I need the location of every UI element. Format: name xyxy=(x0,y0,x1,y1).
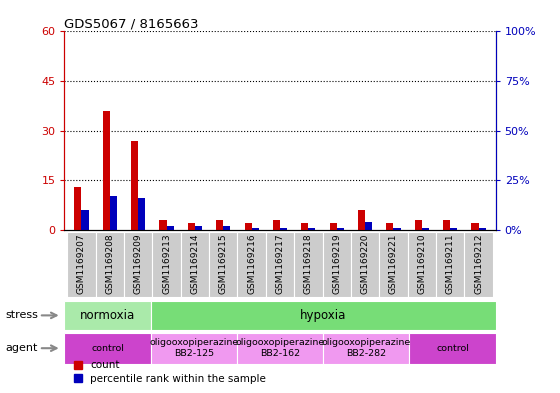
Text: GSM1169210: GSM1169210 xyxy=(417,234,426,294)
Bar xyxy=(301,223,309,230)
Bar xyxy=(408,232,436,297)
Bar xyxy=(351,232,379,297)
Bar xyxy=(394,228,400,230)
Bar xyxy=(74,187,81,230)
Bar xyxy=(110,196,117,230)
Text: GDS5067 / 8165663: GDS5067 / 8165663 xyxy=(64,18,199,31)
Bar xyxy=(422,228,429,230)
Text: oligooxopiperazine
BB2-162: oligooxopiperazine BB2-162 xyxy=(235,338,325,358)
Text: GSM1169221: GSM1169221 xyxy=(389,234,398,294)
Text: agent: agent xyxy=(6,343,38,353)
Bar xyxy=(166,226,174,230)
Bar xyxy=(131,141,138,230)
Bar xyxy=(436,232,464,297)
Bar xyxy=(152,232,181,297)
Text: GSM1169208: GSM1169208 xyxy=(105,234,114,294)
Text: oligooxopiperazine
BB2-282: oligooxopiperazine BB2-282 xyxy=(321,338,411,358)
Text: control: control xyxy=(91,344,124,353)
Bar xyxy=(472,223,479,230)
Text: GSM1169211: GSM1169211 xyxy=(446,234,455,294)
Text: normoxia: normoxia xyxy=(80,309,135,322)
Bar xyxy=(151,333,237,364)
Bar xyxy=(443,220,450,230)
Bar xyxy=(138,198,145,230)
Text: GSM1169216: GSM1169216 xyxy=(247,234,256,294)
Bar xyxy=(365,222,372,230)
Bar xyxy=(64,301,151,330)
Text: GSM1169214: GSM1169214 xyxy=(190,234,199,294)
Bar xyxy=(209,232,237,297)
Bar xyxy=(81,210,88,230)
Bar xyxy=(409,333,496,364)
Bar xyxy=(64,333,151,364)
Text: GSM1169220: GSM1169220 xyxy=(361,234,370,294)
Bar xyxy=(223,226,230,230)
Bar xyxy=(160,220,166,230)
Bar xyxy=(188,223,195,230)
Text: hypoxia: hypoxia xyxy=(300,309,346,322)
Bar xyxy=(96,232,124,297)
Bar xyxy=(450,228,458,230)
Bar xyxy=(358,210,365,230)
Text: GSM1169213: GSM1169213 xyxy=(162,234,171,294)
Bar xyxy=(330,223,337,230)
Bar xyxy=(323,333,409,364)
Text: oligooxopiperazine
BB2-125: oligooxopiperazine BB2-125 xyxy=(149,338,239,358)
Text: GSM1169219: GSM1169219 xyxy=(332,234,341,294)
Bar xyxy=(464,232,493,297)
Bar xyxy=(67,232,96,297)
Text: GSM1169212: GSM1169212 xyxy=(474,234,483,294)
Bar xyxy=(323,232,351,297)
Legend: count, percentile rank within the sample: count, percentile rank within the sample xyxy=(69,356,270,388)
Bar xyxy=(124,232,152,297)
Text: stress: stress xyxy=(6,310,39,320)
Bar xyxy=(237,333,323,364)
Bar xyxy=(379,232,408,297)
Bar xyxy=(237,232,266,297)
Bar xyxy=(415,220,422,230)
Bar xyxy=(195,226,202,230)
Bar xyxy=(216,220,223,230)
Text: GSM1169207: GSM1169207 xyxy=(77,234,86,294)
Text: GSM1169215: GSM1169215 xyxy=(219,234,228,294)
Bar xyxy=(266,232,294,297)
Bar xyxy=(337,228,344,230)
Bar xyxy=(151,301,496,330)
Text: GSM1169217: GSM1169217 xyxy=(276,234,284,294)
Text: GSM1169218: GSM1169218 xyxy=(304,234,313,294)
Bar xyxy=(251,228,259,230)
Bar xyxy=(280,228,287,230)
Bar xyxy=(181,232,209,297)
Text: control: control xyxy=(436,344,469,353)
Bar xyxy=(245,223,251,230)
Bar xyxy=(479,228,486,230)
Bar xyxy=(309,228,315,230)
Bar xyxy=(273,220,280,230)
Bar xyxy=(294,232,323,297)
Bar xyxy=(102,111,110,230)
Bar xyxy=(386,223,394,230)
Text: GSM1169209: GSM1169209 xyxy=(134,234,143,294)
